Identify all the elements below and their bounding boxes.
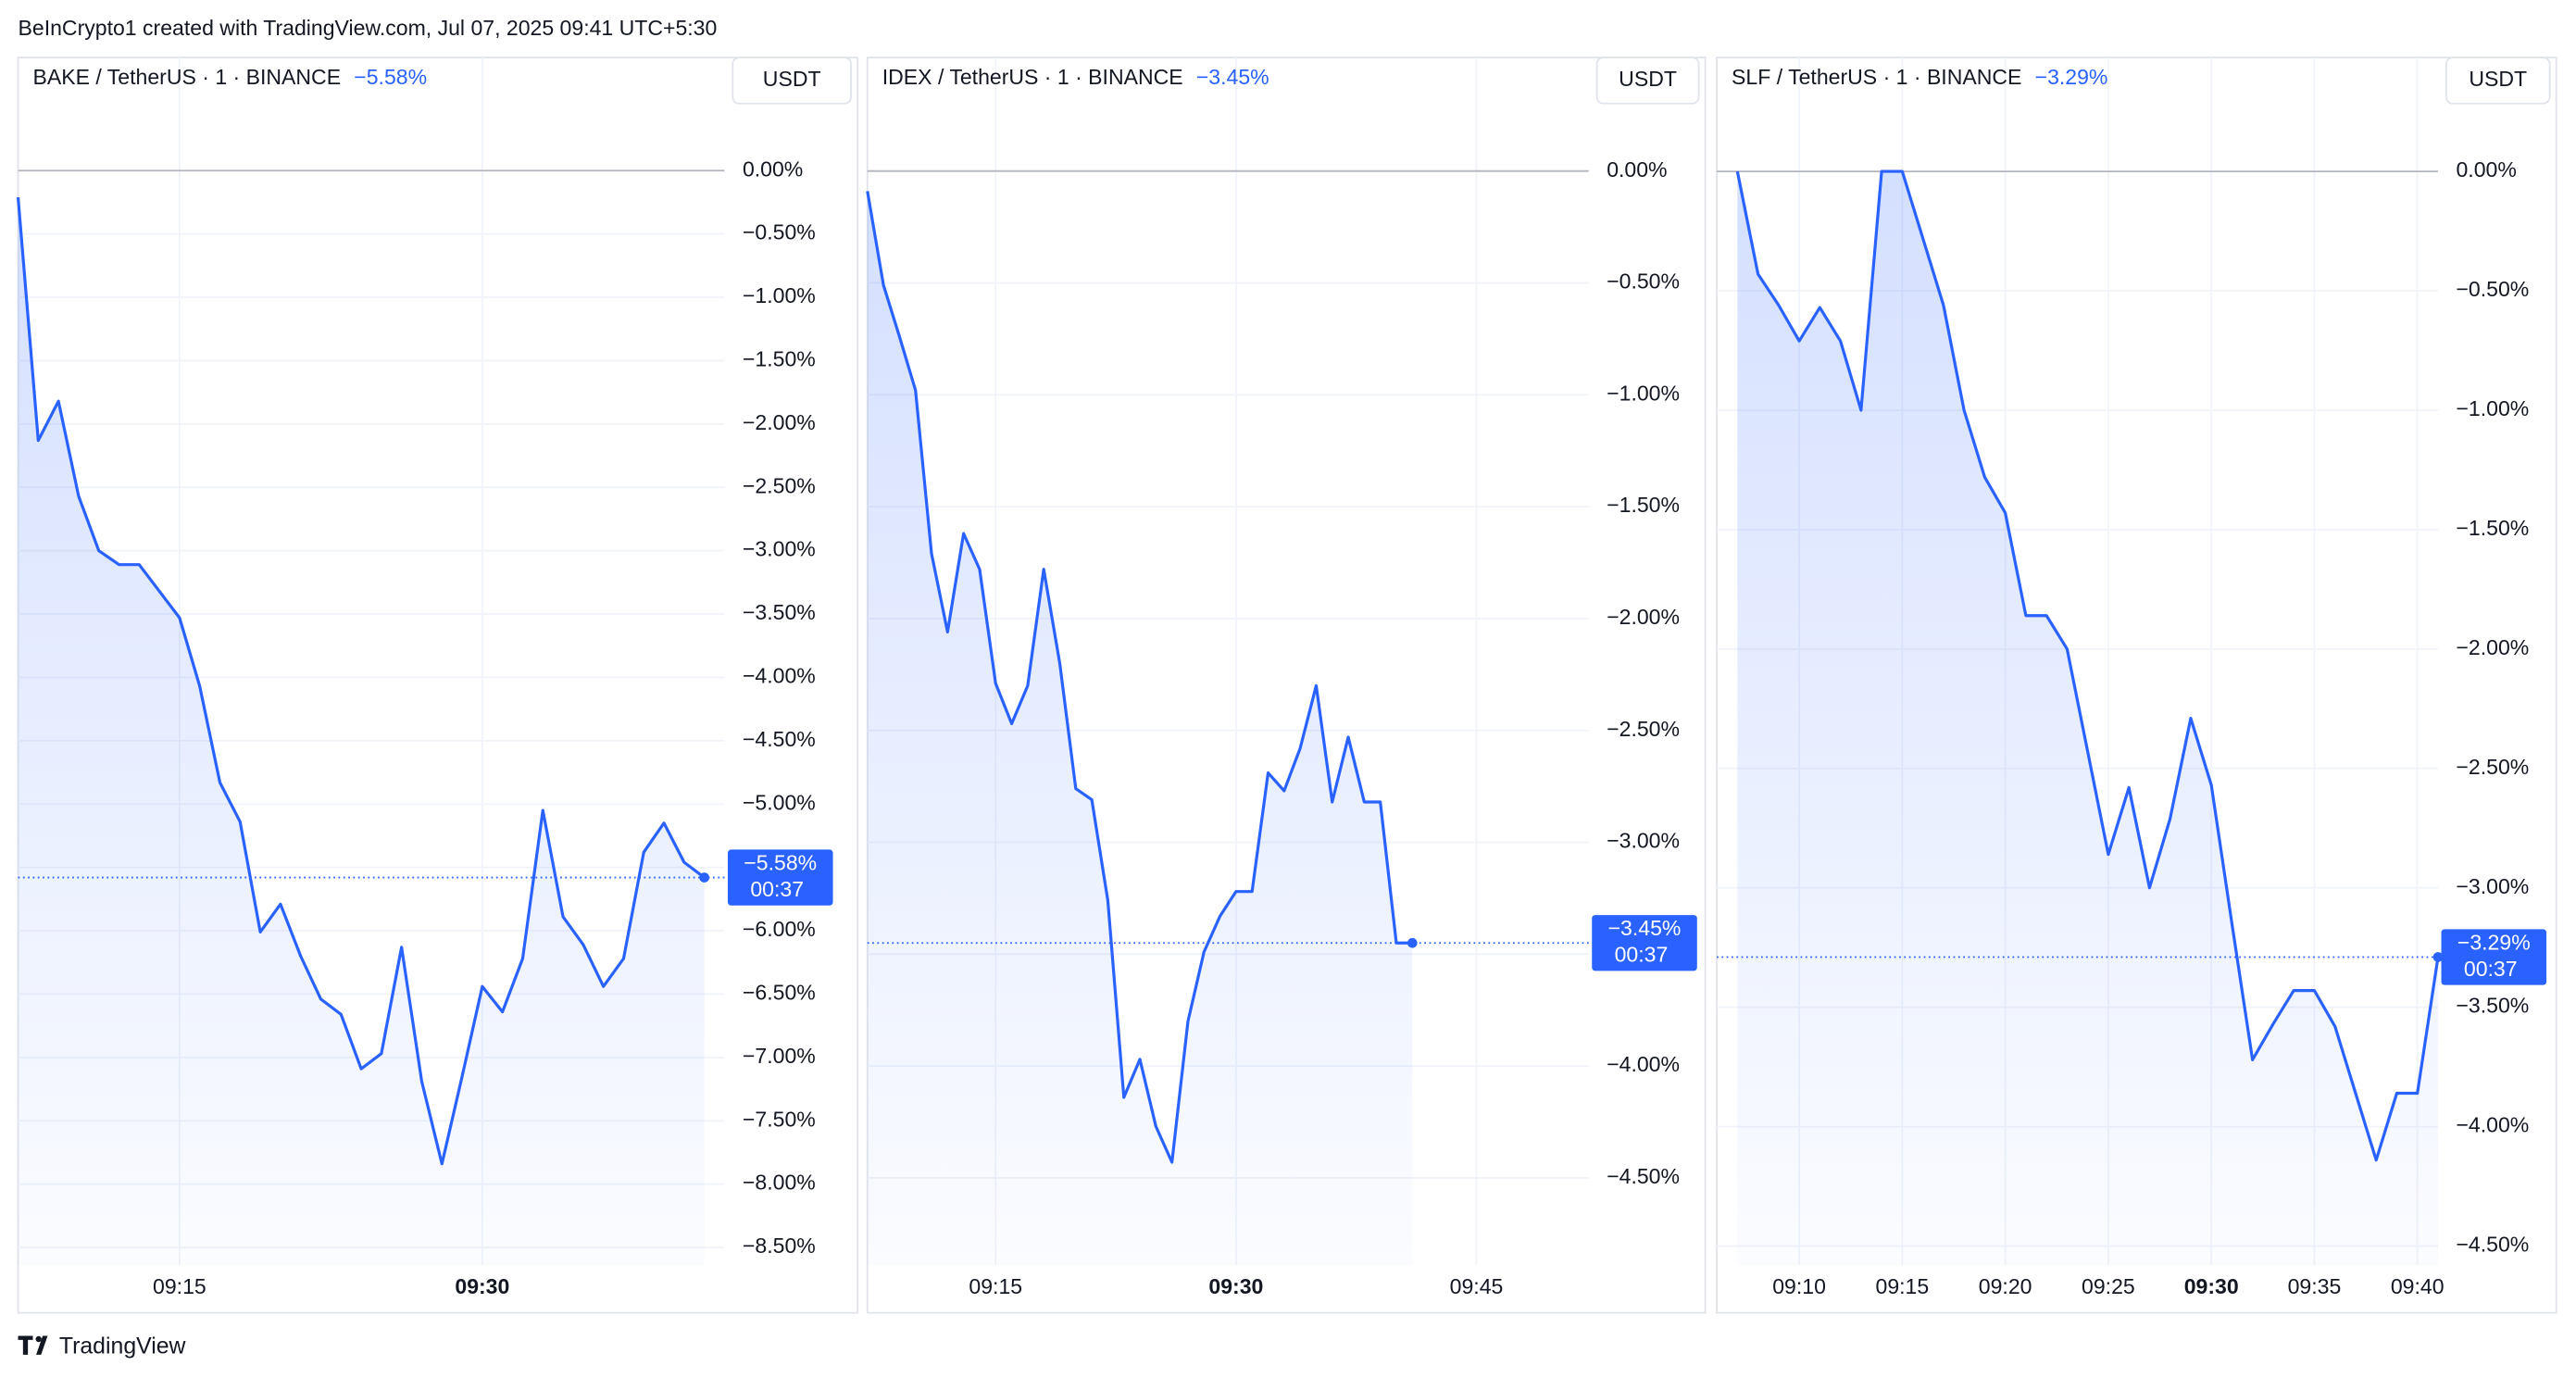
last-point bbox=[1407, 937, 1418, 948]
currency-box bbox=[2445, 56, 2551, 105]
y-tick-label: −1.50% bbox=[2456, 516, 2529, 540]
y-tick-label: 0.00% bbox=[2456, 157, 2516, 182]
last-point bbox=[699, 872, 709, 883]
countdown: 00:37 bbox=[2464, 957, 2518, 981]
change-label: −3.29% bbox=[2035, 65, 2108, 89]
x-tick-label: 09:15 bbox=[153, 1274, 206, 1298]
y-tick-label: −1.00% bbox=[2456, 396, 2529, 420]
y-tick-label: −4.00% bbox=[2456, 1113, 2529, 1137]
currency: USDT bbox=[763, 67, 821, 91]
y-tick-label: −6.50% bbox=[743, 981, 816, 1005]
x-tick-label: 09:45 bbox=[1450, 1274, 1504, 1298]
y-tick-label: −4.50% bbox=[743, 727, 816, 751]
x-tick-label: 09:20 bbox=[1979, 1274, 2032, 1298]
y-tick-label: −1.50% bbox=[743, 347, 816, 371]
price-badge-label: −5.58% bbox=[744, 850, 817, 874]
y-tick-label: −1.00% bbox=[1607, 381, 1680, 405]
x-tick-label: 09:15 bbox=[1876, 1274, 1930, 1298]
y-tick-label: −8.50% bbox=[743, 1234, 816, 1258]
price-badge-label: −3.29% bbox=[2457, 930, 2531, 954]
y-tick-label: −7.00% bbox=[743, 1044, 816, 1068]
last-point bbox=[2432, 952, 2444, 962]
y-tick-label: −4.00% bbox=[1607, 1052, 1680, 1076]
y-tick-label: −3.50% bbox=[2456, 994, 2529, 1018]
price-badge bbox=[2441, 929, 2547, 985]
y-tick-label: −3.00% bbox=[2456, 874, 2529, 898]
x-tick-label: 09:25 bbox=[2082, 1274, 2135, 1298]
y-tick-label: −0.50% bbox=[1607, 269, 1680, 294]
chart-panel: 09:15 09:30 09:45 0.00% −0.50% −1.00% −1.50% −2… bbox=[866, 56, 1707, 1314]
y-tick-label: −4.50% bbox=[1607, 1164, 1680, 1188]
symbol: BAKE / TetherUS · 1 · BINANCE bbox=[32, 65, 341, 89]
currency-box bbox=[1595, 56, 1700, 105]
currency: USDT bbox=[2469, 67, 2527, 91]
currency: USDT bbox=[1619, 67, 1677, 91]
y-tick-label: −2.00% bbox=[743, 410, 816, 434]
brand: TradingView bbox=[59, 1334, 186, 1359]
y-tick-label: −8.00% bbox=[743, 1171, 816, 1195]
price-badge bbox=[1592, 915, 1697, 971]
chart-title: IDEX / TetherUS · 1 · BINANCE −3.45% bbox=[882, 65, 1269, 89]
y-tick-label: −1.50% bbox=[1607, 493, 1680, 517]
x-tick-label: 09:30 bbox=[455, 1274, 509, 1298]
countdown: 00:37 bbox=[1615, 943, 1669, 967]
y-tick-label: −5.00% bbox=[743, 790, 816, 814]
chart-panel: 09:15 09:30 0.00% −0.50% −1.00% −1.50% −2.00% −… bbox=[16, 56, 859, 1314]
x-tick-label: 09:30 bbox=[2184, 1274, 2239, 1298]
y-tick-label: −1.00% bbox=[743, 283, 816, 307]
y-tick-label: −3.50% bbox=[743, 600, 816, 624]
x-tick-label: 09:40 bbox=[2391, 1274, 2445, 1298]
y-tick-label: −6.00% bbox=[743, 917, 816, 941]
y-tick-label: −3.00% bbox=[743, 537, 816, 561]
chart-title: SLF / TetherUS · 1 · BINANCE −3.29% bbox=[1732, 65, 2107, 89]
change-label: −3.45% bbox=[1196, 65, 1269, 89]
y-tick-label: −3.00% bbox=[1607, 829, 1680, 853]
y-tick-label: −2.50% bbox=[2456, 755, 2529, 779]
area bbox=[867, 191, 1413, 1266]
brand-logo bbox=[18, 1335, 48, 1355]
chart-panel: 09:10 09:15 09:20 09:25 09:30 09:35 09:40 0.00%… bbox=[1716, 56, 2557, 1314]
y-tick-label: −0.50% bbox=[2456, 277, 2529, 301]
price-line bbox=[16, 196, 706, 1166]
y-tick-label: −0.50% bbox=[743, 220, 816, 244]
x-tick-label: 09:35 bbox=[2288, 1274, 2342, 1298]
countdown: 00:37 bbox=[750, 877, 804, 901]
y-tick-label: −2.00% bbox=[1607, 605, 1680, 629]
price-badge-label: −3.45% bbox=[1608, 916, 1682, 940]
y-tick-label: −2.00% bbox=[2456, 635, 2529, 659]
chart-title: BAKE / TetherUS · 1 · BINANCE −5.58% bbox=[32, 65, 427, 89]
symbol: SLF / TetherUS · 1 · BINANCE bbox=[1732, 65, 2021, 89]
y-tick-label: −4.50% bbox=[2456, 1233, 2529, 1257]
x-tick-label: 09:30 bbox=[1208, 1274, 1263, 1298]
price-line bbox=[866, 191, 1413, 1164]
area bbox=[1737, 171, 2438, 1266]
price-line bbox=[1735, 169, 2440, 1162]
y-tick-label: −4.00% bbox=[743, 664, 816, 688]
price-badge bbox=[727, 849, 833, 906]
y-tick-label: −2.50% bbox=[1607, 717, 1680, 741]
y-tick-label: −2.50% bbox=[743, 473, 816, 497]
attribution: BeInCrypto1 created with TradingView.com… bbox=[19, 16, 718, 40]
y-tick-label: 0.00% bbox=[1607, 157, 1667, 182]
currency-box bbox=[732, 56, 852, 105]
x-tick-label: 09:10 bbox=[1772, 1274, 1826, 1298]
change-label: −5.58% bbox=[354, 65, 427, 89]
symbol: IDEX / TetherUS · 1 · BINANCE bbox=[882, 65, 1183, 89]
area bbox=[18, 196, 705, 1266]
x-tick-label: 09:15 bbox=[969, 1274, 1022, 1298]
y-tick-label: −7.50% bbox=[743, 1107, 816, 1131]
y-tick-label: 0.00% bbox=[743, 157, 803, 181]
